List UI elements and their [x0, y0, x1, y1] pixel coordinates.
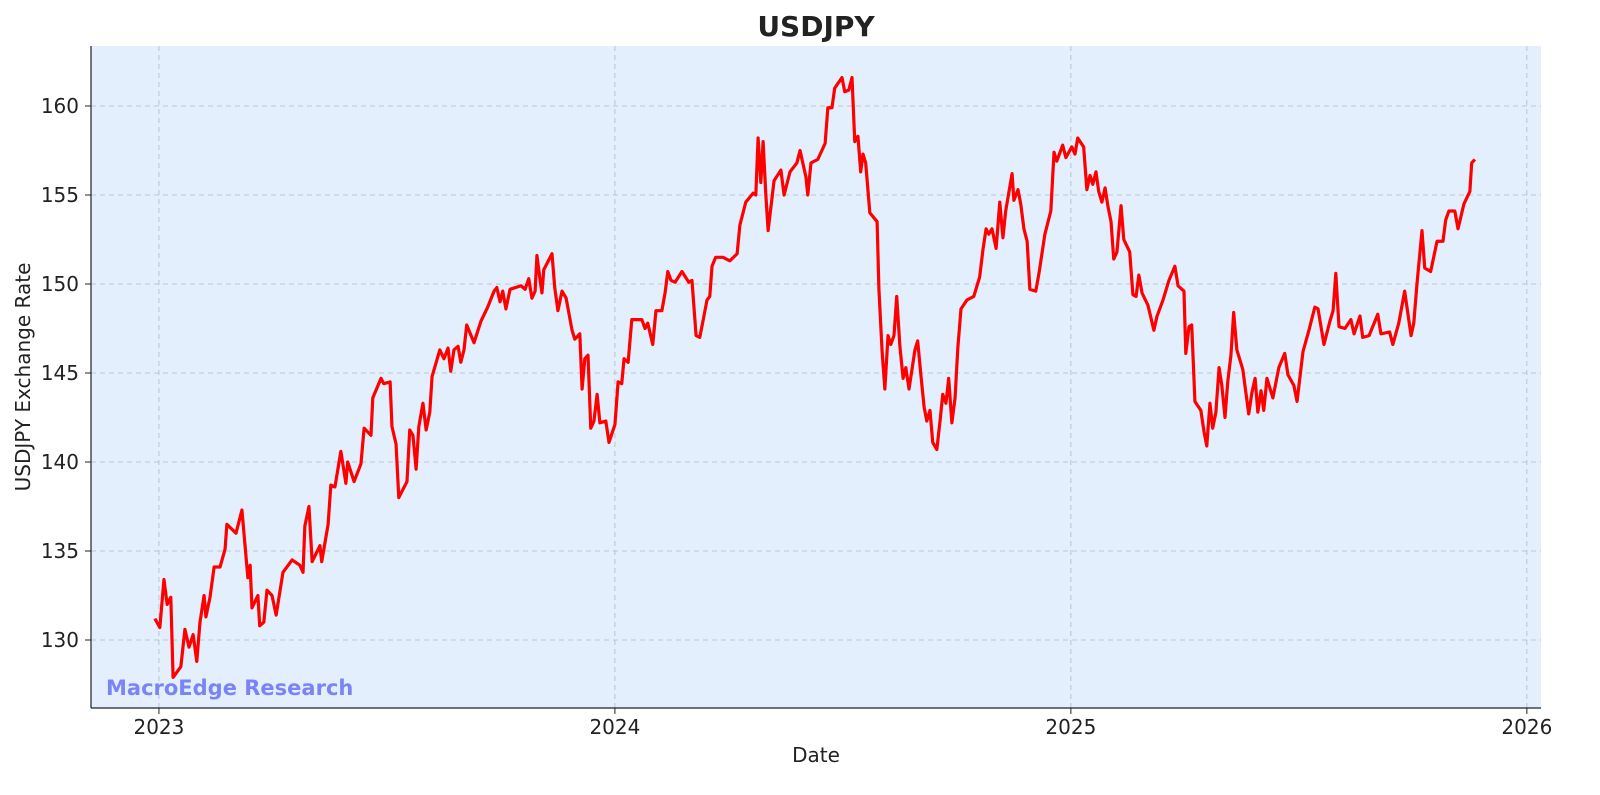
- plot-background: [91, 46, 1541, 708]
- x-tick-label: 2024: [589, 715, 640, 739]
- y-axis-label: USDJPY Exchange Rate: [11, 263, 35, 492]
- x-tick-label: 2025: [1045, 715, 1096, 739]
- y-tick-label: 150: [41, 272, 79, 296]
- y-tick-label: 130: [41, 628, 79, 652]
- x-tick-label: 2023: [133, 715, 184, 739]
- x-tick-label: 2026: [1501, 715, 1552, 739]
- data-line: [153, 75, 1477, 679]
- chart-title: USDJPY: [757, 10, 875, 43]
- watermark: MacroEdge Research: [106, 676, 353, 700]
- x-axis-label: Date: [792, 743, 840, 767]
- y-tick-label: 160: [41, 94, 79, 118]
- y-tick-label: 145: [41, 361, 79, 385]
- y-tick-label: 155: [41, 183, 79, 207]
- y-tick-label: 135: [41, 539, 79, 563]
- y-tick-label: 140: [41, 450, 79, 474]
